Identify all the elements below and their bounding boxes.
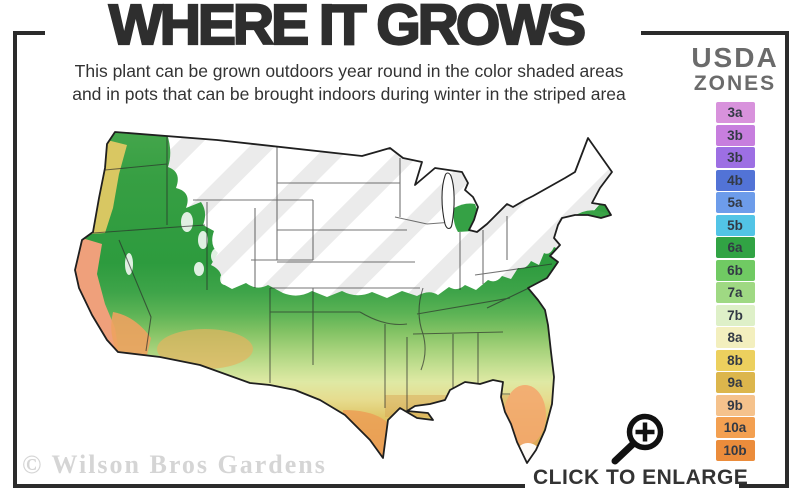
- lake-michigan: [441, 172, 455, 230]
- page-subtitle: This plant can be grown outdoors year ro…: [55, 60, 643, 106]
- zone-chip-3a: 3a: [715, 102, 755, 124]
- zone-chip-6a: 6a: [715, 237, 755, 259]
- zone-chip-5a: 5a: [715, 192, 755, 214]
- click-to-enlarge-label[interactable]: CLICK TO ENLARGE: [533, 466, 749, 489]
- frame-border-bottom-right: [739, 484, 789, 488]
- magnifier-zoom-icon[interactable]: [603, 405, 675, 469]
- zone-chip-10b: 10b: [715, 439, 755, 461]
- watermark: © Wilson Bros Gardens: [22, 450, 327, 479]
- zone-chip-7a: 7a: [715, 282, 755, 304]
- usa-zone-map[interactable]: [55, 112, 670, 472]
- frame-border-left: [13, 31, 17, 488]
- subtitle-line-1: This plant can be grown outdoors year ro…: [74, 61, 624, 81]
- zone-chip-9b: 9b: [715, 394, 755, 416]
- zone-chip-8b: 8b: [715, 349, 755, 371]
- zone-list: 3a 3b 3b 4b 5a 5b 6a 6b 7a 7b 8a 8b 9a 9b 10a 10b: [683, 102, 787, 462]
- frame-border-top-right: [641, 31, 789, 35]
- usa-map-svg: [74, 131, 613, 464]
- zone-chip-9a: 9a: [715, 372, 755, 394]
- frame-border-top-left: [13, 31, 45, 35]
- page-title: WHERE IT GROWS: [108, 0, 587, 58]
- usa-outline: [74, 131, 613, 464]
- zone-chip-10a: 10a: [715, 417, 755, 439]
- zone-chip-6b: 6b: [715, 259, 755, 281]
- zone-chip-3b: 3b: [715, 147, 755, 169]
- zone-chip-8a: 8a: [715, 327, 755, 349]
- zone-chip-4b: 4b: [715, 169, 755, 191]
- usda-zones-legend: USDA ZONES 3a 3b 3b 4b 5a 5b 6a 6b 7a 7b 8a 8b 9a 9b 1…: [683, 44, 787, 462]
- zone-chip-3b: 3b: [715, 124, 755, 146]
- frame-border-right: [785, 31, 789, 488]
- zone-chip-7b: 7b: [715, 304, 755, 326]
- frame-border-bottom-left: [13, 484, 525, 488]
- legend-heading-usda: USDA: [691, 42, 779, 73]
- zone-chip-5b: 5b: [715, 214, 755, 236]
- subtitle-line-2: and in pots that can be brought indoors …: [72, 84, 626, 105]
- legend-heading-zones: ZONES: [693, 72, 777, 95]
